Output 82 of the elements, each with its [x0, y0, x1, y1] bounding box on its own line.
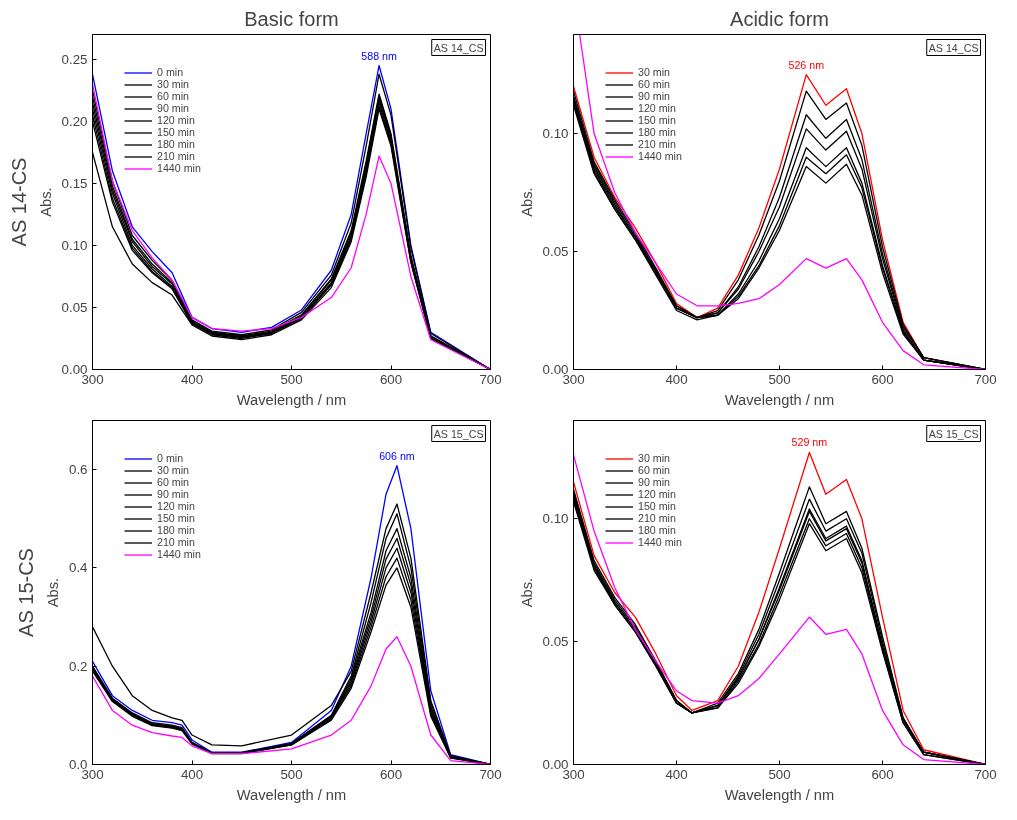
legend-label: 150 min: [638, 114, 676, 126]
x-tick-label: 500: [280, 766, 303, 782]
chart-title: Basic form: [244, 7, 339, 30]
legend-label: 60 min: [157, 90, 189, 102]
y-axis-title: Abs.: [44, 577, 61, 608]
y-tick-label: 0.20: [61, 113, 88, 129]
legend-label: 120 min: [638, 102, 676, 114]
annotation: 526 nm: [788, 58, 825, 71]
x-tick-label: 600: [379, 766, 403, 782]
annotation: AS 14_CS: [433, 41, 484, 54]
y-axis-title: Abs.: [518, 187, 535, 217]
legend-label: 1440 min: [157, 162, 201, 174]
x-tick-label: 700: [974, 371, 997, 387]
y-tick-label: 0.05: [61, 299, 88, 315]
y-tick-label: 0.10: [61, 237, 88, 253]
x-axis-title: Wavelength / nm: [724, 786, 835, 803]
x-tick-label: 500: [280, 371, 303, 387]
x-tick-label: 400: [180, 766, 204, 782]
legend-label: 120 min: [157, 114, 195, 126]
legend-label: 180 min: [157, 524, 195, 536]
x-axis-title: Wavelength / nm: [236, 786, 347, 803]
legend-label: 180 min: [638, 524, 676, 536]
legend-label: 210 min: [157, 536, 195, 548]
y-tick-label: 0.2: [68, 658, 88, 674]
legend-label: 30 min: [638, 66, 670, 78]
legend-label: 90 min: [638, 90, 670, 102]
x-tick-label: 700: [479, 766, 502, 782]
x-tick-label: 400: [180, 371, 204, 387]
y-tick-label: 0.10: [542, 126, 569, 142]
legend-label: 150 min: [157, 512, 195, 524]
x-tick-label: 700: [479, 371, 502, 387]
y-tick-label: 0.4: [68, 560, 89, 576]
legend-label: 1440 min: [638, 150, 682, 162]
legend-label: 30 min: [157, 464, 189, 476]
y-tick-label: 0.05: [542, 244, 569, 260]
chart-title: Acidic form: [730, 7, 829, 30]
legend-label: 180 min: [638, 126, 676, 138]
y-tick-label: 0.25: [61, 51, 88, 67]
x-tick-label: 500: [768, 766, 791, 782]
legend-label: 90 min: [638, 476, 670, 488]
annotation: AS 14_CS: [928, 41, 979, 54]
y-tick-label: 0.6: [68, 462, 88, 478]
x-tick-label: 600: [871, 766, 894, 782]
legend-label: 0 min: [157, 452, 184, 464]
x-tick-label: 400: [665, 766, 688, 782]
legend-label: 60 min: [638, 464, 670, 476]
y-tick-label: 0.10: [542, 511, 569, 527]
x-tick-label: 500: [768, 371, 791, 387]
x-tick-label: 600: [379, 371, 403, 387]
y-tick-label: 0.15: [61, 175, 88, 191]
y-axis-title: Abs.: [37, 187, 54, 217]
x-axis-title: Wavelength / nm: [724, 391, 835, 408]
x-tick-label: 400: [665, 371, 688, 387]
legend-label: 90 min: [157, 102, 189, 114]
annotation: 606 nm: [379, 449, 415, 462]
legend-label: 60 min: [638, 78, 670, 90]
legend-label: 120 min: [638, 488, 676, 500]
y-axis-title: Abs.: [518, 577, 535, 608]
x-tick-label: 700: [974, 766, 997, 782]
legend-label: 120 min: [157, 500, 195, 512]
x-tick-label: 600: [871, 371, 894, 387]
legend-label: 0 min: [157, 66, 184, 78]
legend-label: 60 min: [157, 476, 189, 488]
legend-label: 210 min: [638, 138, 676, 150]
legend-label: 150 min: [638, 500, 676, 512]
legend-label: 150 min: [157, 126, 195, 138]
y-tick-label: 0.05: [542, 634, 569, 650]
legend-label: 210 min: [638, 512, 676, 524]
annotation: AS 15_CS: [433, 427, 484, 440]
text: AS 15-CS: [14, 548, 37, 637]
legend-label: 1440 min: [157, 548, 201, 560]
legend-label: 180 min: [157, 138, 195, 150]
x-axis-title: Wavelength / nm: [236, 391, 347, 408]
legend-label: 30 min: [157, 78, 189, 90]
annotation: 529 nm: [791, 436, 828, 449]
legend-label: 210 min: [157, 150, 195, 162]
legend-label: 30 min: [638, 452, 670, 464]
annotation: AS 15_CS: [928, 427, 979, 440]
annotation: 588 nm: [361, 49, 397, 62]
text: AS 14-CS: [7, 157, 30, 247]
legend-label: 90 min: [157, 488, 189, 500]
legend-label: 1440 min: [638, 536, 682, 548]
